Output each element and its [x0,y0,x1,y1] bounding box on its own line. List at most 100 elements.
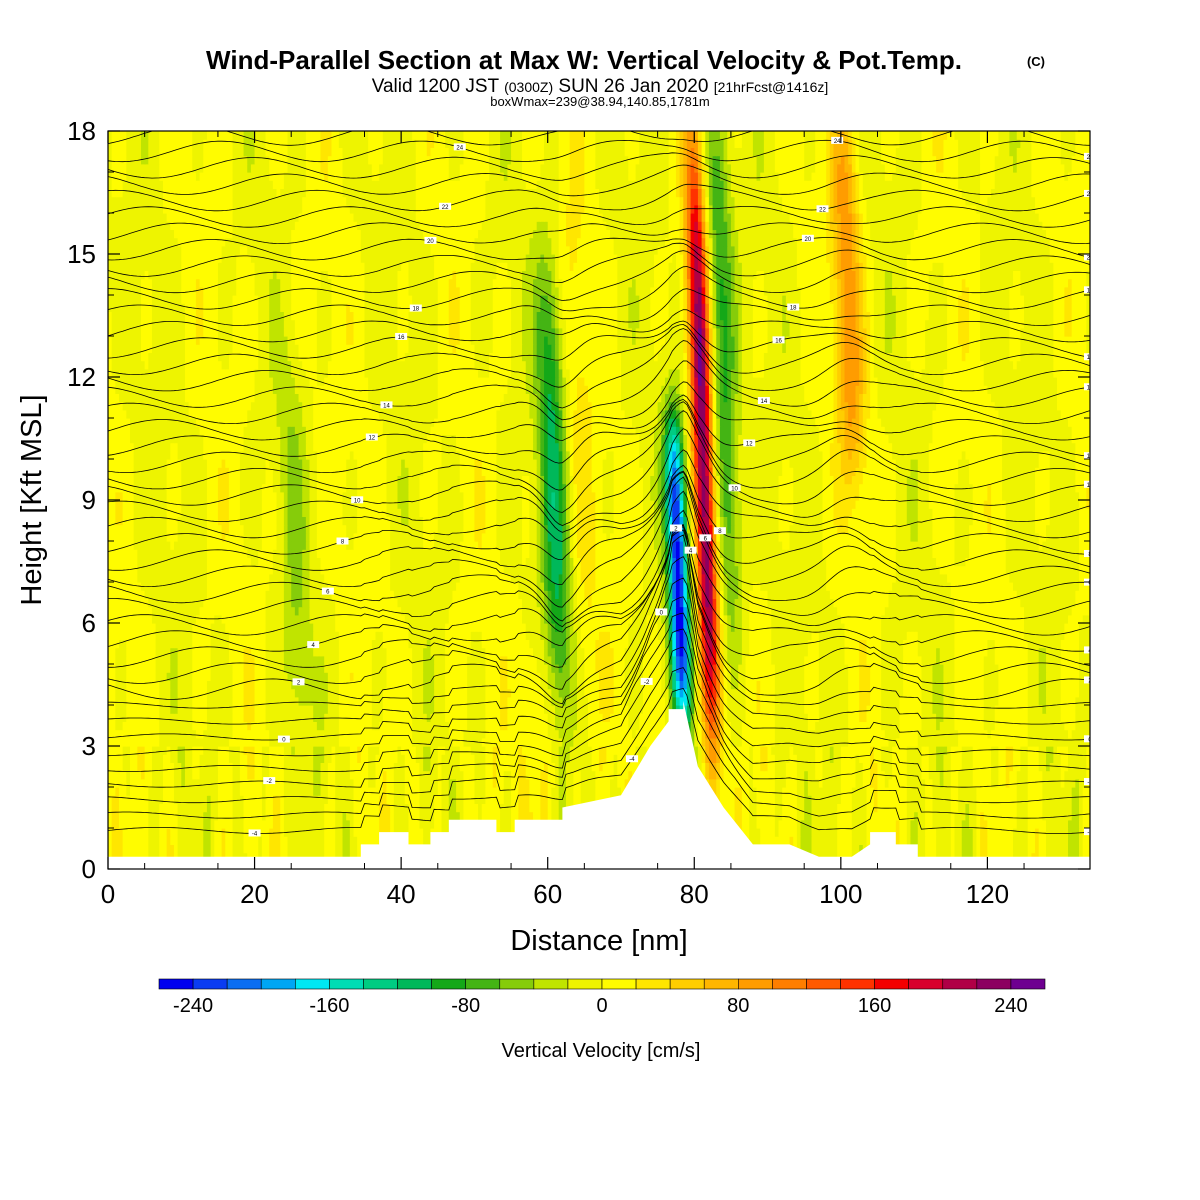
theta-contour [108,324,1090,388]
theta-label-bg [307,641,320,649]
theta-contour [108,526,1090,690]
y-tick-label: 15 [67,239,96,269]
colorbar-swatch [772,978,807,990]
theta-contour [108,688,1090,834]
subtitle-valid: Valid 1200 JST [372,76,500,97]
theta-contour [108,250,1090,301]
theta-label-bg [1084,189,1090,197]
theta-label-bg [801,234,814,242]
theta-label-bg [1084,676,1090,684]
theta-label-bg [248,829,261,837]
theta-label: -4 [252,831,258,837]
y-tick-label: 0 [82,854,96,884]
y-tick-label: 6 [82,608,96,638]
theta-contour [108,328,1090,409]
theta-label: -4 [1087,830,1093,836]
theta-contour [108,183,1090,212]
colorbar-swatch [942,978,978,990]
theta-label-bg [380,401,393,409]
colorbar-tick-label: -80 [451,995,480,1017]
colorbar-tick-label: -160 [309,995,349,1017]
theta-contour [108,509,1090,636]
colorbar-label: Vertical Velocity [cm/s] [502,1040,701,1062]
theta-contour [108,242,1090,284]
x-axis: 0 20 40 60 80 100 120 [101,879,1009,909]
theta-contour [108,131,1090,146]
colorbar-swatch [1010,978,1046,990]
theta-label-bg [1084,550,1090,558]
theta-label: 10 [731,486,738,492]
theta-label-bg [831,136,844,144]
y-tick-label: 18 [67,116,96,146]
colorbar-tick-labels: -240 -160 -80 0 80 160 240 [173,995,1028,1017]
colorbar-swatch [465,978,501,990]
x-tick-label: 40 [387,879,416,909]
theta-label: 22 [442,205,449,211]
colorbar-swatch [329,978,364,990]
theta-label-bg [424,236,437,244]
theta-contour [108,320,1090,361]
colorbar-swatch [226,978,262,990]
colorbar-tick-label: -240 [173,995,213,1017]
theta-label: 20 [1087,255,1094,261]
theta-contour [108,524,1090,652]
theta-contour [108,476,1090,622]
theta-contours [108,131,1090,834]
theta-contour [108,340,1090,421]
theta-label: 12 [1087,454,1094,460]
theta-label-bg [772,336,785,344]
theta-label: 14 [383,403,390,409]
theta-label: 10 [1087,483,1094,489]
x-axis-label: Distance [nm] [510,925,687,957]
theta-label-bg [1084,383,1090,391]
theta-contour [108,667,1090,819]
theta-label: 16 [1087,355,1094,361]
y-axis: 0 3 6 9 12 15 18 [67,116,96,884]
theta-contour [108,139,1090,163]
theta-label: 8 [1088,552,1092,558]
colorbar-swatch [567,978,603,990]
theta-label-bg [321,587,334,595]
theta-contour [108,309,1090,343]
theta-label: 22 [819,207,826,213]
theta-contour [108,222,1090,245]
theta-label: 16 [775,338,782,344]
theta-label-bg [1084,452,1090,460]
colorbar-swatch [874,978,909,990]
theta-label: -2 [267,779,273,785]
theta-contour [108,360,1090,429]
x-tick-label: 80 [680,879,709,909]
colorbar-swatch [158,978,194,990]
theta-label: 6 [704,536,708,542]
theta-contour [108,206,1090,228]
theta-label: 24 [456,145,463,151]
theta-label: 0 [660,610,664,616]
x-tick-label: 20 [240,879,269,909]
theta-label-bg [263,777,276,785]
theta-label: 10 [354,498,361,504]
theta-label: 24 [834,139,841,145]
theta-label: 14 [1087,385,1094,391]
theta-label-bg [684,546,697,554]
theta-label-bg [395,332,408,340]
colorbar-swatch [840,978,875,990]
theta-label: 6 [326,590,330,596]
theta-label-bg [336,537,349,545]
theta-label-bg [713,527,726,535]
theta-contour [108,529,1090,668]
colorbar-swatch [601,978,637,990]
theta-label-bg [1084,735,1090,743]
theta-label-bg [669,524,682,532]
y-tick-label: 9 [82,485,96,515]
theta-label-bg [787,303,800,311]
theta-label: 14 [761,399,768,405]
subtitle-utc: (0300Z) [504,79,553,95]
theta-label: 0 [282,738,286,744]
theta-label: 12 [368,436,375,442]
subtitle-fcst: [21hrFcst@1416z] [714,79,829,95]
colorbar-swatch [738,978,773,990]
theta-contour [108,577,1090,741]
theta-contour [108,612,1090,772]
theta-label-bg [292,678,305,686]
